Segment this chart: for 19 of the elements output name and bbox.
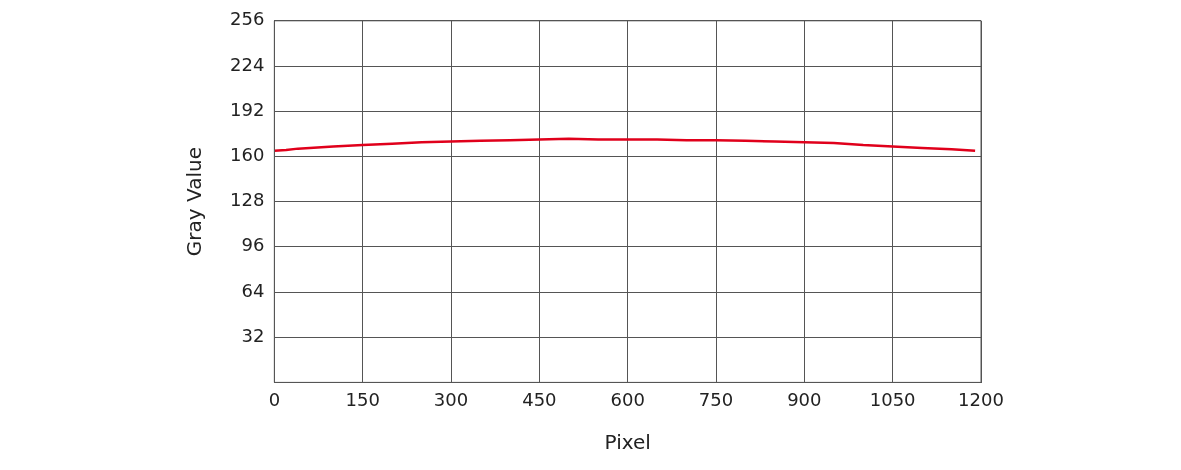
x-tick-label: 600 bbox=[610, 388, 645, 410]
x-tick-label: 750 bbox=[698, 388, 734, 410]
y-tick-label: 32 bbox=[241, 324, 265, 346]
x-tick-label: 450 bbox=[522, 388, 557, 410]
y-tick-label: 96 bbox=[241, 234, 265, 256]
y-tick-label: 256 bbox=[230, 8, 265, 30]
x-axis-title: Pixel bbox=[604, 430, 651, 455]
x-tick-label: 900 bbox=[787, 388, 822, 410]
y-tick-label: 192 bbox=[230, 98, 265, 120]
x-tick-label: 1200 bbox=[958, 388, 1004, 410]
x-tick-label: 1050 bbox=[869, 388, 916, 410]
y-axis-title: Gray Value bbox=[182, 147, 207, 257]
x-tick-label: 150 bbox=[345, 388, 380, 410]
x-tick-label: 300 bbox=[433, 388, 469, 410]
x-tick-label: 0 bbox=[268, 388, 281, 410]
y-tick-label: 64 bbox=[241, 279, 265, 301]
y-tick-label: 160 bbox=[230, 144, 265, 166]
y-tick-label: 128 bbox=[230, 189, 265, 211]
y-tick-label: 224 bbox=[230, 53, 265, 75]
